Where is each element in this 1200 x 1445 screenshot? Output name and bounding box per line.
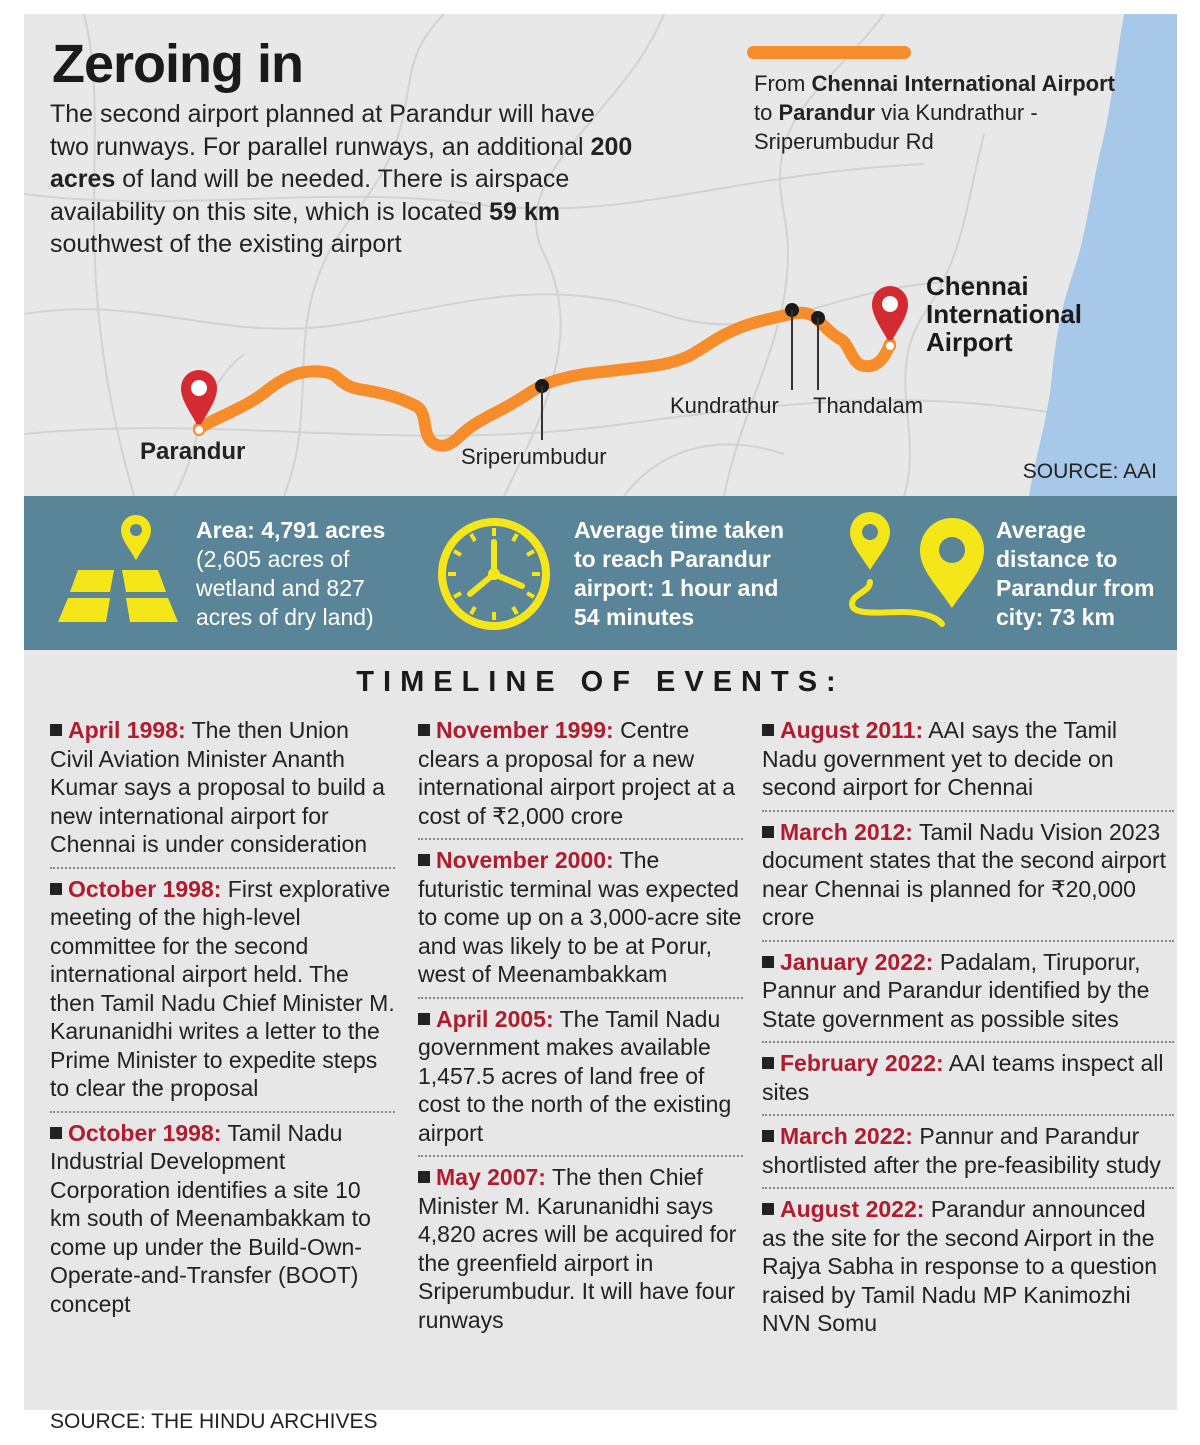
timeline-entry: May 2007: The then Chief Minister M. Kar…	[418, 1163, 743, 1342]
label-thandalam: Thandalam	[813, 393, 924, 418]
timeline-column-1: April 1998: The then Union Civil Aviatio…	[50, 716, 395, 1332]
label-chennai-airport: Chennai International Airport	[926, 271, 1083, 357]
timeline-entry: October 1998: Tamil Nadu Industrial Deve…	[50, 1119, 395, 1327]
timeline-text: Tamil Nadu Industrial Development Corpor…	[50, 1119, 371, 1317]
timeline-text: Pannur and Parandur shortlisted after th…	[762, 1123, 1161, 1178]
bullet-square-icon	[762, 1057, 774, 1069]
stats-band: Area: 4,791 acres (2,605 acres of wetland…	[24, 496, 1177, 650]
bullet-square-icon	[418, 1171, 430, 1183]
timeline-date: October 1998:	[68, 875, 222, 902]
bullet-square-icon	[50, 882, 62, 895]
timeline-date: October 1998:	[68, 1119, 222, 1146]
bullet-square-icon	[762, 1130, 774, 1142]
timeline-entry: November 1999: Centre clears a proposal …	[418, 716, 743, 840]
timeline-date: January 2022:	[780, 948, 934, 975]
label-kundrathur: Kundrathur	[670, 393, 779, 418]
timeline-text: Tamil Nadu Vision 2023 document states t…	[762, 818, 1167, 931]
clock-icon	[438, 518, 550, 630]
timeline-date: August 2011:	[780, 717, 924, 743]
timeline-entry: March 2012: Tamil Nadu Vision 2023 docum…	[762, 818, 1174, 942]
label-sriperumbudur: Sriperumbudur	[461, 444, 607, 469]
timeline-entry: August 2011: AAI says the Tamil Nadu gov…	[762, 716, 1174, 812]
page-title: Zeroing in	[52, 34, 304, 94]
sea-area	[1029, 14, 1177, 496]
bullet-square-icon	[418, 1012, 430, 1025]
timeline-date: August 2022:	[780, 1196, 925, 1222]
timeline-date: March 2022:	[780, 1123, 913, 1149]
timeline-entry: October 1998: First explorative meeting …	[50, 875, 395, 1113]
legend-route-swatch	[747, 46, 911, 59]
stat-distance: Average distance to Parandur from city: …	[996, 517, 1155, 630]
timeline-entry: August 2022: Parandur announced as the s…	[762, 1195, 1174, 1346]
timeline-text: Parandur announced as the site for the s…	[762, 1196, 1158, 1336]
timeline-date: April 1998:	[68, 717, 186, 743]
route-pins-icon	[848, 512, 984, 627]
bullet-square-icon	[50, 724, 62, 736]
timeline-section: TIMELINE OF EVENTS: April 1998: The then…	[24, 650, 1177, 1410]
timeline-text: AAI teams inspect all sites	[762, 1050, 1164, 1105]
timeline-date: March 2012:	[780, 818, 913, 845]
timeline-entry: November 2000: The futuristic terminal w…	[418, 846, 743, 999]
route-map: Zeroing in The second airport planned at…	[24, 14, 1177, 496]
timeline-text: Padalam, Tiruporur, Pannur and Parandur …	[762, 948, 1150, 1032]
bullet-square-icon	[762, 724, 774, 736]
footer-source: SOURCE: THE HINDU ARCHIVES	[50, 1410, 378, 1433]
intro-text: The second airport planned at Parandur w…	[50, 100, 633, 258]
timeline-text: The Tamil Nadu government makes availabl…	[418, 1005, 732, 1146]
map-area-icon	[58, 514, 178, 622]
timeline-date: May 2007:	[436, 1164, 546, 1190]
timeline-column-3: August 2011: AAI says the Tamil Nadu gov…	[762, 716, 1174, 1352]
bullet-square-icon	[762, 825, 774, 838]
timeline-column-2: November 1999: Centre clears a proposal …	[418, 716, 743, 1348]
timeline-date: April 2005:	[436, 1005, 554, 1032]
timeline-text: The then Chief Minister M. Karunanidhi s…	[418, 1164, 737, 1333]
timeline-text: The futuristic terminal was expected to …	[418, 847, 742, 987]
timeline-entry: March 2022: Pannur and Parandur shortlis…	[762, 1122, 1174, 1189]
timeline-entry: January 2022: Padalam, Tiruporur, Pannur…	[762, 948, 1174, 1043]
timeline-date: November 2000:	[436, 847, 614, 873]
map-source: SOURCE: AAI	[1022, 460, 1157, 483]
legend-text: From Chennai International Airport to Pa…	[754, 71, 1115, 154]
timeline-date: February 2022:	[780, 1050, 944, 1076]
timeline-entry: April 2005: The Tamil Nadu government ma…	[418, 1005, 743, 1157]
timeline-entry: February 2022: AAI teams inspect all sit…	[762, 1049, 1174, 1116]
label-parandur: Parandur	[140, 438, 246, 465]
timeline-text: First explorative meeting of the high-le…	[50, 875, 395, 1102]
airport-pin-icon	[872, 286, 908, 352]
timeline-date: November 1999:	[436, 717, 614, 743]
bullet-square-icon	[418, 724, 430, 736]
parandur-pin-icon	[181, 370, 217, 436]
bullet-square-icon	[762, 955, 774, 968]
bullet-square-icon	[418, 854, 430, 866]
map-background	[24, 14, 1177, 496]
timeline-heading: TIMELINE OF EVENTS:	[356, 666, 845, 698]
stat-area: Area: 4,791 acres (2,605 acres of wetland…	[196, 517, 386, 630]
timeline-text: AAI says the Tamil Nadu government yet t…	[762, 717, 1118, 800]
bullet-square-icon	[50, 1126, 62, 1139]
timeline-entry: April 1998: The then Union Civil Aviatio…	[50, 716, 395, 869]
timeline-text: Centre clears a proposal for a new inter…	[418, 717, 736, 829]
bullet-square-icon	[762, 1203, 774, 1215]
timeline-text: The then Union Civil Aviation Minister A…	[50, 717, 385, 857]
stat-time: Average time taken to reach Parandur air…	[574, 517, 785, 630]
